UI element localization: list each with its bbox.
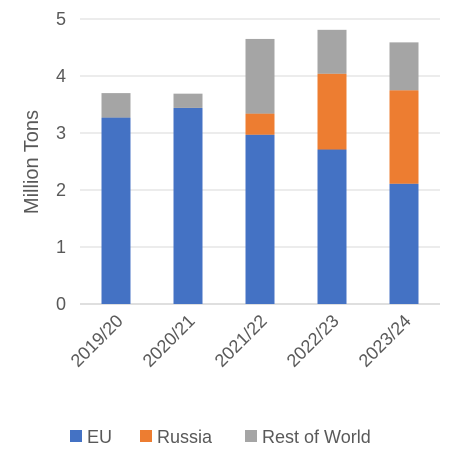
y-tick-label: 4	[56, 66, 66, 86]
bar-eu-2022-23	[317, 149, 347, 304]
x-tick-label: 2021/22	[211, 311, 271, 371]
x-tick-label: 2022/23	[283, 311, 343, 371]
bars	[101, 29, 419, 304]
x-tick-label: 2020/21	[139, 311, 199, 371]
y-axis-label: Million Tons	[21, 110, 43, 214]
legend-label: EU	[87, 427, 112, 447]
y-tick-label: 3	[56, 123, 66, 143]
y-tick-labels: 0 1 2 3 4 5	[56, 9, 66, 314]
bar-eu-2019-20	[101, 117, 131, 304]
legend-label: Russia	[157, 427, 213, 447]
bar-rest-of-world-2019-20	[101, 93, 131, 118]
bar-eu-2021-22	[245, 134, 275, 304]
legend-swatch	[70, 430, 82, 442]
bar-eu-2020-21	[173, 107, 203, 304]
legend-swatch	[140, 430, 152, 442]
bar-russia-2021-22	[245, 113, 275, 135]
bar-russia-2022-23	[317, 73, 347, 150]
bar-rest-of-world-2023-24	[389, 42, 419, 91]
legend-swatch	[245, 430, 257, 442]
bar-rest-of-world-2021-22	[245, 38, 275, 114]
legend-label: Rest of World	[262, 427, 371, 447]
bar-eu-2023-24	[389, 183, 419, 304]
x-tick-label: 2019/20	[67, 311, 127, 371]
legend: EU Russia Rest of World	[70, 427, 371, 447]
y-tick-label: 1	[56, 237, 66, 257]
bar-russia-2023-24	[389, 90, 419, 184]
bar-rest-of-world-2022-23	[317, 29, 347, 74]
y-tick-label: 5	[56, 9, 66, 29]
y-tick-label: 2	[56, 180, 66, 200]
x-tick-labels: 2019/20 2020/21 2021/22 2022/23 2023/24	[67, 311, 415, 371]
x-tick-label: 2023/24	[355, 311, 415, 371]
y-tick-label: 0	[56, 294, 66, 314]
bar-rest-of-world-2020-21	[173, 93, 203, 108]
